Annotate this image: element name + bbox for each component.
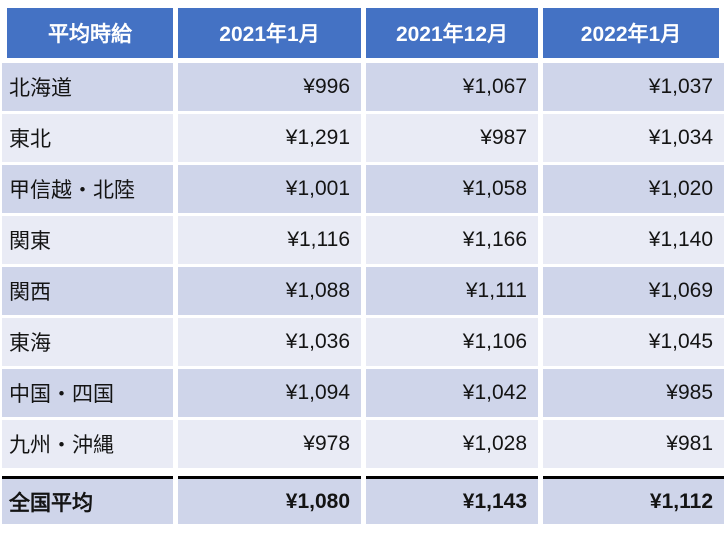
wage-value: ¥1,080 [178, 476, 361, 524]
column-header-metric: 平均時給 [7, 8, 173, 58]
wage-value: ¥1,058 [366, 165, 538, 213]
wage-value: ¥1,067 [366, 63, 538, 111]
region-label: 中国・四国 [2, 369, 173, 417]
average-hourly-wage-table: 平均時給 2021年1月 2021年12月 2022年1月 北海道 ¥996 ¥… [2, 8, 724, 527]
table-header-row: 平均時給 2021年1月 2021年12月 2022年1月 [7, 8, 719, 58]
wage-value: ¥1,143 [366, 476, 538, 524]
table-row-tohoku: 東北 ¥1,291 ¥987 ¥1,034 [2, 114, 724, 162]
wage-value: ¥1,291 [178, 114, 361, 162]
region-label: 甲信越・北陸 [2, 165, 173, 213]
wage-value: ¥1,116 [178, 216, 361, 264]
wage-value: ¥1,088 [178, 267, 361, 315]
table-row-koshinetsu-hokuriku: 甲信越・北陸 ¥1,001 ¥1,058 ¥1,020 [2, 165, 724, 213]
region-label: 関西 [2, 267, 173, 315]
wage-value: ¥1,069 [543, 267, 724, 315]
wage-value: ¥1,036 [178, 318, 361, 366]
table-row-tokai: 東海 ¥1,036 ¥1,106 ¥1,045 [2, 318, 724, 366]
region-label: 東海 [2, 318, 173, 366]
wage-value: ¥1,045 [543, 318, 724, 366]
wage-value: ¥985 [543, 369, 724, 417]
wage-value: ¥1,111 [366, 267, 538, 315]
wage-value: ¥1,042 [366, 369, 538, 417]
region-label: 東北 [2, 114, 173, 162]
column-header-jan2022: 2022年1月 [543, 8, 719, 58]
table-row-national-average: 全国平均 ¥1,080 ¥1,143 ¥1,112 [2, 476, 724, 524]
wage-value: ¥987 [366, 114, 538, 162]
wage-value: ¥1,037 [543, 63, 724, 111]
wage-value: ¥978 [178, 420, 361, 468]
table-row-chugoku-shikoku: 中国・四国 ¥1,094 ¥1,042 ¥985 [2, 369, 724, 417]
wage-value: ¥1,106 [366, 318, 538, 366]
wage-value: ¥1,112 [543, 476, 724, 524]
region-label: 関東 [2, 216, 173, 264]
table-row-kyushu-okinawa: 九州・沖縄 ¥978 ¥1,028 ¥981 [2, 420, 724, 468]
wage-value: ¥1,001 [178, 165, 361, 213]
column-header-dec2021: 2021年12月 [366, 8, 538, 58]
wage-value: ¥981 [543, 420, 724, 468]
column-header-jan2021: 2021年1月 [178, 8, 361, 58]
wage-value: ¥996 [178, 63, 361, 111]
region-label: 九州・沖縄 [2, 420, 173, 468]
table-row-hokkaido: 北海道 ¥996 ¥1,067 ¥1,037 [2, 63, 724, 111]
region-label: 全国平均 [2, 476, 173, 524]
table-row-kansai: 関西 ¥1,088 ¥1,111 ¥1,069 [2, 267, 724, 315]
table-row-kanto: 関東 ¥1,116 ¥1,166 ¥1,140 [2, 216, 724, 264]
wage-value: ¥1,094 [178, 369, 361, 417]
wage-value: ¥1,034 [543, 114, 724, 162]
wage-value: ¥1,020 [543, 165, 724, 213]
wage-value: ¥1,140 [543, 216, 724, 264]
wage-value: ¥1,028 [366, 420, 538, 468]
wage-value: ¥1,166 [366, 216, 538, 264]
region-label: 北海道 [2, 63, 173, 111]
